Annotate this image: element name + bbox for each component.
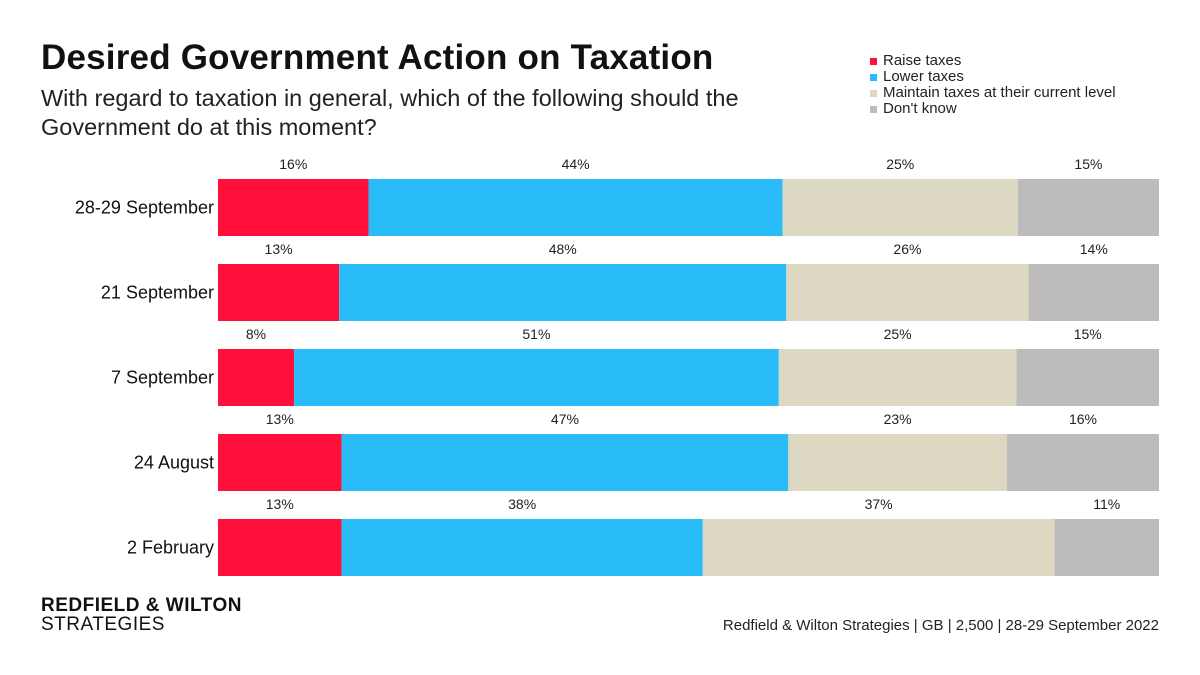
data-label: 25% [884,326,912,342]
data-label: 23% [884,411,912,427]
bar-segment [341,434,789,491]
chart-title: Desired Government Action on Taxation [41,38,714,77]
legend-item: Raise taxes [870,53,1116,69]
chart-subtitle: With regard to taxation in general, whic… [41,85,739,140]
bar-segment [778,349,1017,406]
bar-segment [218,264,340,321]
source-note: Redfield & Wilton Strategies | GB | 2,50… [722,617,1159,634]
data-label: 8% [246,326,266,342]
data-label: 14% [1080,241,1108,257]
legend-label: Lower taxes [883,68,964,85]
legend-swatch [870,57,877,65]
data-label: 47% [551,411,579,427]
bar-segment [294,349,779,406]
category-label: 24 August [134,453,214,473]
legend-swatch [870,89,877,97]
bar-segment [218,179,369,236]
legend-label: Raise taxes [883,52,962,69]
data-label: 15% [1074,156,1102,172]
bar-segment [1006,434,1159,491]
legend-label: Maintain taxes at their current level [883,84,1116,101]
bar-segment [368,179,783,236]
legend-label: Don't know [883,100,957,117]
bar-segment [702,519,1055,576]
data-label: 44% [562,156,590,172]
data-label: 51% [522,326,550,342]
legend-item: Maintain taxes at their current level [870,85,1116,101]
legend-item: Don't know [870,101,1116,117]
brand-subname: STRATEGIES [41,614,165,635]
bar-segment [788,434,1007,491]
category-label: 7 September [111,368,214,388]
bar-segment [1016,349,1159,406]
bar-segment [786,264,1029,321]
category-label: 2 February [127,538,214,558]
bar-segment [218,434,342,491]
data-label: 25% [886,156,914,172]
legend-item: Lower taxes [870,69,1116,85]
data-label: 26% [893,241,921,257]
data-label: 37% [865,496,893,512]
data-label: 48% [549,241,577,257]
legend: Raise taxes Lower taxes Maintain taxes at … [870,53,1116,117]
data-label: 11% [1093,496,1120,512]
bar-segment [1028,264,1159,321]
bar-segment [218,349,295,406]
bar-segment [782,179,1018,236]
bar-segment [341,519,703,576]
data-label: 15% [1074,326,1102,342]
data-label: 13% [266,496,294,512]
category-label: 28-29 September [75,198,214,218]
category-label: 21 September [101,283,214,303]
legend-swatch [870,73,877,81]
data-label: 13% [266,411,294,427]
bar-segment [1054,519,1159,576]
data-label: 13% [265,241,293,257]
data-label: 38% [508,496,536,512]
brand-name: REDFIELD & WILTON [41,595,242,616]
bar-segment [218,519,342,576]
bar-segment [1017,179,1159,236]
bar-segment [339,264,787,321]
data-label: 16% [1069,411,1097,427]
data-label: 16% [279,156,307,172]
legend-swatch [870,105,877,113]
